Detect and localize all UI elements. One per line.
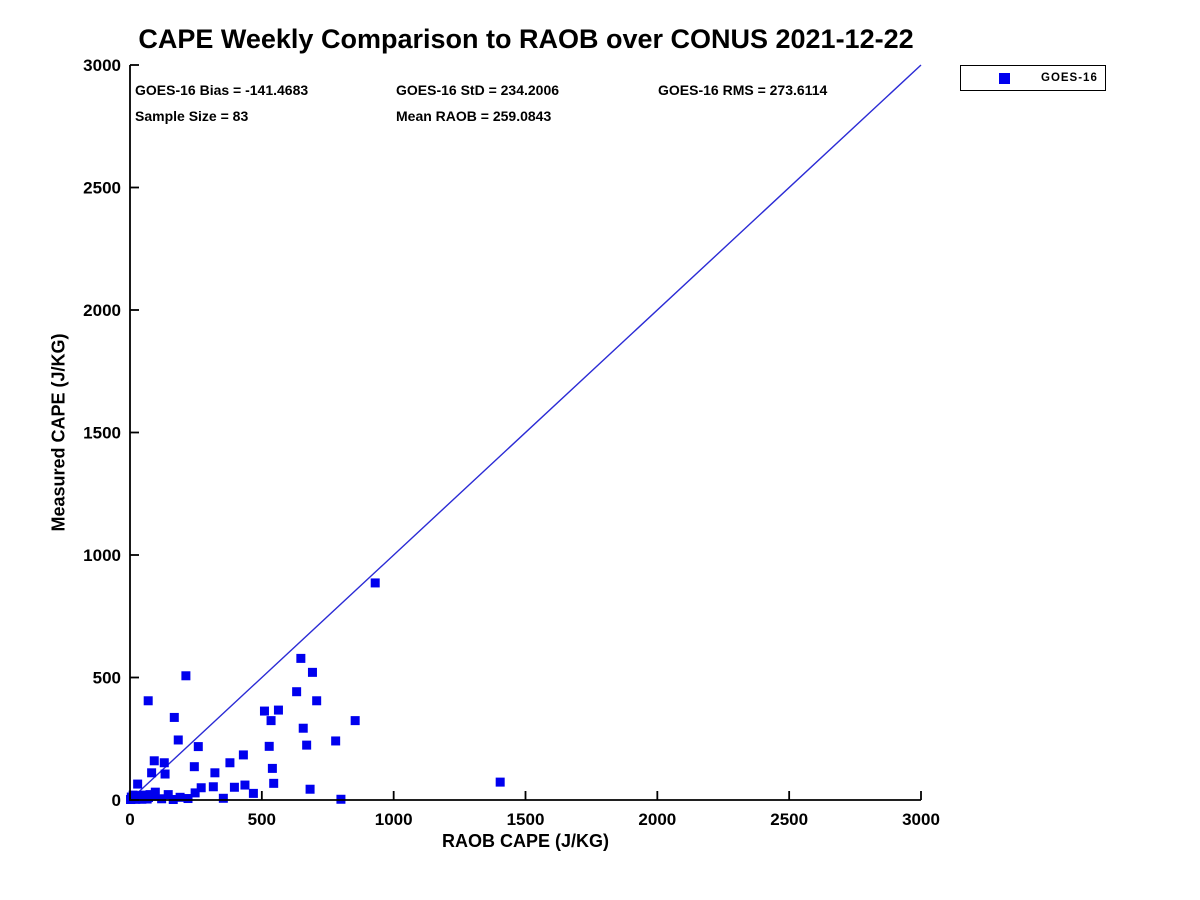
stat-rms: GOES-16 RMS = 273.6114: [658, 82, 828, 98]
legend-box: GOES-16: [960, 65, 1106, 91]
y-tick-label: 1500: [83, 424, 121, 443]
data-point: [208, 782, 218, 792]
x-axis-label: RAOB CAPE (J/KG): [441, 831, 609, 851]
data-point: [183, 794, 193, 804]
data-point: [298, 723, 308, 733]
y-tick-label: 2000: [83, 301, 121, 320]
data-point: [296, 653, 306, 663]
data-point: [350, 716, 360, 726]
data-point: [210, 768, 220, 778]
data-point: [196, 783, 206, 793]
data-point: [163, 790, 173, 800]
stat-std: GOES-16 StD = 234.2006: [396, 82, 560, 98]
data-point: [218, 793, 228, 803]
x-tick-label: 500: [248, 810, 276, 829]
x-tick-label: 1000: [375, 810, 413, 829]
legend-item-label: GOES-16: [1041, 72, 1098, 84]
data-point: [269, 778, 279, 788]
data-point: [133, 779, 143, 789]
chart-title: CAPE Weekly Comparison to RAOB over CONU…: [138, 24, 914, 54]
identity-line-path: [129, 64, 922, 801]
stat-sample-size: Sample Size = 83: [135, 108, 249, 124]
data-point: [267, 763, 277, 773]
y-tick-label: 500: [93, 669, 121, 688]
data-point: [173, 735, 183, 745]
data-point: [160, 769, 170, 779]
data-point: [259, 706, 269, 716]
data-point: [307, 667, 317, 677]
y-tick-label: 1000: [83, 546, 121, 565]
data-point: [370, 578, 380, 588]
data-point: [157, 794, 167, 804]
axes: [129, 64, 922, 801]
data-point: [159, 758, 169, 768]
data-point: [175, 792, 185, 802]
data-point: [225, 758, 235, 768]
data-point: [238, 750, 248, 760]
x-tick-label: 2000: [638, 810, 676, 829]
y-tick-label: 2500: [83, 179, 121, 198]
data-point: [149, 756, 159, 766]
x-tick-label: 0: [125, 810, 134, 829]
y-axis-label: Measured CAPE (J/KG): [48, 333, 69, 532]
data-point: [169, 712, 179, 722]
data-point: [248, 788, 258, 798]
stat-mean-raob: Mean RAOB = 259.0843: [396, 108, 552, 124]
tick-labels: 0 500 1000 1500 2000 2500 3000 0 500 1000 1500 2000…: [83, 56, 940, 829]
data-point: [305, 784, 315, 794]
data-point: [143, 696, 153, 706]
data-point: [302, 740, 312, 750]
x-tick-label: 1500: [507, 810, 545, 829]
data-point: [229, 782, 239, 792]
data-point: [193, 742, 203, 752]
data-point: [147, 768, 157, 778]
data-point: [150, 787, 160, 797]
scatter-points: [126, 578, 505, 805]
data-point: [181, 671, 191, 681]
data-point: [266, 716, 276, 726]
stat-bias: GOES-16 Bias = -141.4683: [135, 82, 309, 98]
data-point: [190, 788, 200, 798]
data-point: [495, 777, 505, 787]
y-tick-label: 3000: [83, 56, 121, 75]
x-tick-label: 3000: [902, 810, 940, 829]
legend-marker-square-icon: [999, 72, 1010, 84]
y-tick-label: 0: [112, 791, 121, 810]
data-point: [189, 762, 199, 772]
data-point: [273, 705, 283, 715]
data-point: [292, 687, 302, 697]
data-point: [240, 780, 250, 790]
identity-line: [129, 64, 922, 801]
data-point: [312, 696, 322, 706]
data-point: [331, 736, 341, 746]
data-point: [264, 741, 274, 751]
x-tick-label: 2500: [770, 810, 808, 829]
